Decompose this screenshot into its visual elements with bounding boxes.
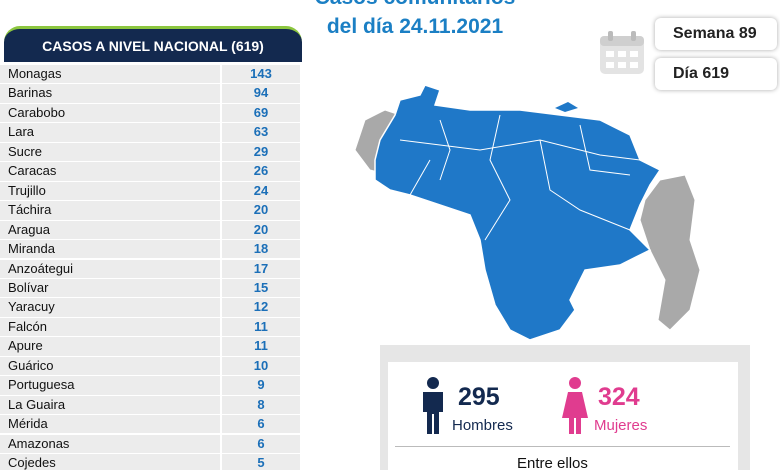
state-name: Sucre: [0, 142, 220, 162]
case-count: 15: [222, 278, 300, 298]
table-row: Bolívar 15: [0, 278, 300, 298]
case-count: 11: [222, 337, 300, 356]
table-row: Táchira 20: [0, 201, 300, 220]
state-name: Monagas: [0, 65, 220, 84]
state-name: Yaracuy: [0, 298, 220, 317]
state-name: Caracas: [0, 162, 220, 181]
state-name: Trujillo: [0, 181, 220, 201]
case-count: 10: [222, 356, 300, 376]
table-row: Yaracuy 12: [0, 298, 300, 317]
table-row: Caracas 26: [0, 162, 300, 181]
case-count: 9: [222, 376, 300, 395]
table-row: Monagas 143: [0, 65, 300, 84]
state-name: Portuguesa: [0, 376, 220, 395]
case-count: 8: [222, 395, 300, 415]
table-row: Guárico 10: [0, 356, 300, 376]
state-name: Miranda: [0, 240, 220, 259]
table-header: CASOS A NIVEL NACIONAL (619): [4, 26, 302, 62]
state-name: Amazonas: [0, 434, 220, 453]
table-row: Mérida 6: [0, 415, 300, 434]
case-count: 29: [222, 142, 300, 162]
table-row: Miranda 18: [0, 240, 300, 259]
men-count: 295: [458, 383, 500, 411]
case-count: 20: [222, 201, 300, 220]
case-count: 5: [222, 454, 300, 470]
table-row: Apure 11: [0, 337, 300, 356]
case-count: 6: [222, 415, 300, 434]
state-name: Anzoátegui: [0, 259, 220, 278]
state-name: Lara: [0, 123, 220, 142]
table-row: Cojedes 5: [0, 454, 300, 470]
table-row: Barinas 94: [0, 84, 300, 103]
state-name: Aragua: [0, 220, 220, 239]
title: Casos comunitarios: [300, 0, 530, 10]
week-box: Semana 89: [655, 18, 777, 50]
case-count: 11: [222, 317, 300, 337]
men-label: Hombres: [452, 417, 513, 434]
case-count: 12: [222, 298, 300, 317]
table-row: Trujillo 24: [0, 181, 300, 201]
table-row: Lara 63: [0, 123, 300, 142]
state-name: Cojedes: [0, 454, 220, 470]
case-count: 6: [222, 434, 300, 453]
man-icon: [423, 377, 443, 434]
state-name: Táchira: [0, 201, 220, 220]
state-name: Apure: [0, 337, 220, 356]
table-row: Aragua 20: [0, 220, 300, 239]
case-count: 69: [222, 103, 300, 123]
case-count: 143: [222, 65, 300, 84]
divider: [395, 446, 730, 447]
state-name: Barinas: [0, 84, 220, 103]
state-name: La Guaira: [0, 395, 220, 415]
woman-icon: [562, 377, 588, 434]
case-count: 24: [222, 181, 300, 201]
case-count: 63: [222, 123, 300, 142]
table-row: Portuguesa 9: [0, 376, 300, 395]
state-name: Carabobo: [0, 103, 220, 123]
case-count: 17: [222, 259, 300, 278]
table-row: Amazonas 6: [0, 434, 300, 453]
case-count: 26: [222, 162, 300, 181]
women-count: 324: [598, 383, 640, 411]
map: [354, 84, 701, 341]
state-name: Falcón: [0, 317, 220, 337]
state-name: Mérida: [0, 415, 220, 434]
day-box: Día 619: [655, 58, 777, 90]
table-row: Falcón 11: [0, 317, 300, 337]
state-name: Guárico: [0, 356, 220, 376]
calendar-icon: [600, 31, 644, 74]
state-name: Bolívar: [0, 278, 220, 298]
case-count: 20: [222, 220, 300, 239]
table-row: Anzoátegui 17: [0, 259, 300, 278]
footer-text: Entre ellos: [517, 455, 588, 470]
case-count: 94: [222, 84, 300, 103]
table-row: Carabobo 69: [0, 103, 300, 123]
women-label: Mujeres: [594, 417, 648, 434]
case-count: 18: [222, 240, 300, 259]
table-row: La Guaira 8: [0, 395, 300, 415]
subtitle: del día 24.11.2021: [326, 15, 504, 38]
table-row: Sucre 29: [0, 142, 300, 162]
